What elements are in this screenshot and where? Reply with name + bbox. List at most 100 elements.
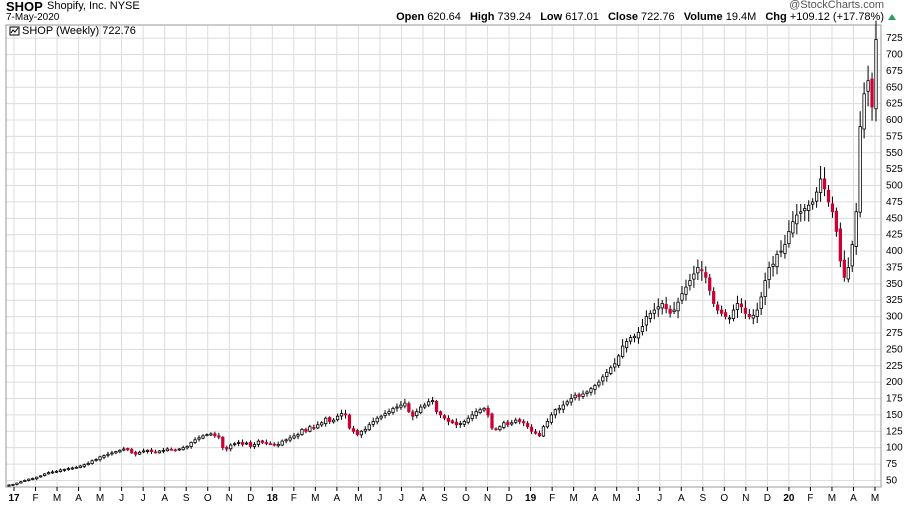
candle-down [169,448,173,451]
candle-down [506,421,510,426]
candle-up [78,465,82,468]
close-label: Close [607,11,638,23]
candle-up [94,459,98,461]
x-tick-label: D [247,493,254,504]
x-tick-label: N [226,493,233,504]
candle-up [624,341,629,349]
company-name: Shopify, Inc. NYSE [47,0,140,12]
candle-up [751,314,755,319]
x-tick-label: F [807,493,813,504]
candle-up [359,430,363,436]
chart-legend: SHOP (Weekly) 722.76 [9,25,136,37]
volume-value: 19.4M [725,11,757,23]
candle-up [320,422,324,426]
candle-up [573,394,577,399]
candle-up [58,469,63,472]
candle-up [514,419,518,423]
candle-down [712,291,716,304]
candle-down [411,411,415,417]
candle-down [173,449,177,452]
candle-up [858,126,862,213]
y-tick-label: 675 [886,66,903,77]
y-tick-label: 250 [886,344,903,355]
candle-up [807,204,811,211]
candle-up [138,451,142,455]
change-value: +109.12 (+17.78%) [789,11,884,23]
candle-down [126,448,130,451]
candle-up [387,411,391,414]
candle-up [229,444,233,450]
candle-up [244,442,249,445]
candle-up [205,434,209,436]
candle-down [664,303,668,310]
candle-up [419,406,423,413]
candle-down [355,430,360,435]
candle-up [86,463,90,465]
candle-down [494,428,498,431]
candle-up [379,415,383,419]
x-tick-label: J [399,493,404,504]
candle-down [272,443,276,446]
candle-down [533,431,538,434]
x-tick-label: N [484,493,491,504]
candle-up [391,407,395,413]
candle-down [537,432,542,437]
x-tick-label: S [699,493,706,504]
candle-up [193,439,197,443]
legend-text: SHOP (Weekly) 722.76 [22,25,136,37]
candle-up [640,326,645,333]
candle-down [442,415,447,419]
candle-up [585,391,589,395]
candle-down [842,259,846,278]
x-tick-label: F [291,493,297,504]
candle-up [549,414,553,423]
x-tick-label: M [96,493,104,504]
candle-up [795,214,799,225]
x-tick-label: S [183,493,190,504]
candle-up [165,448,169,452]
candle-up [39,475,43,478]
candle-up [280,440,284,446]
candle-down [446,417,451,422]
candle-up [46,472,51,475]
y-tick-label: 175 [886,394,903,405]
x-tick-label: M [828,493,836,504]
candle-down [743,307,747,314]
candle-down [328,417,332,422]
x-tick-label: J [141,493,146,504]
candle-up [375,417,379,423]
candle-down [130,449,134,454]
candle-up [478,409,482,414]
volume-label: Volume [683,11,723,23]
candle-up [35,476,39,480]
candle-up [755,309,759,317]
y-tick-label: 425 [886,230,903,241]
candle-up [423,404,427,408]
candle-up [589,388,593,393]
candle-down [149,449,154,453]
candle-up [846,267,850,280]
ohlc-summary: Open 620.64 High 739.24 Low 617.01 Close… [396,11,884,23]
candle-up [161,449,166,452]
candle-up [430,400,435,403]
candle-up [403,402,407,407]
candle-down [268,443,272,445]
candle-down [304,428,308,432]
candle-up [458,423,462,425]
candle-up [605,371,609,377]
candle-up [680,293,684,301]
x-tick-label: D [764,493,771,504]
candle-up [652,309,656,314]
candle-up [399,404,403,408]
x-tick-label: O [462,493,470,504]
candle-down [700,269,704,272]
candle-up [110,452,114,455]
candle-up [181,447,185,451]
source-credit[interactable]: @StockCharts.com [789,0,884,11]
y-tick-label: 650 [886,82,903,93]
y-tick-label: 450 [886,213,903,224]
y-tick-label: 575 [886,131,903,142]
x-tick-label: M [311,493,319,504]
candle-down [826,189,831,203]
candle-up [470,414,474,419]
